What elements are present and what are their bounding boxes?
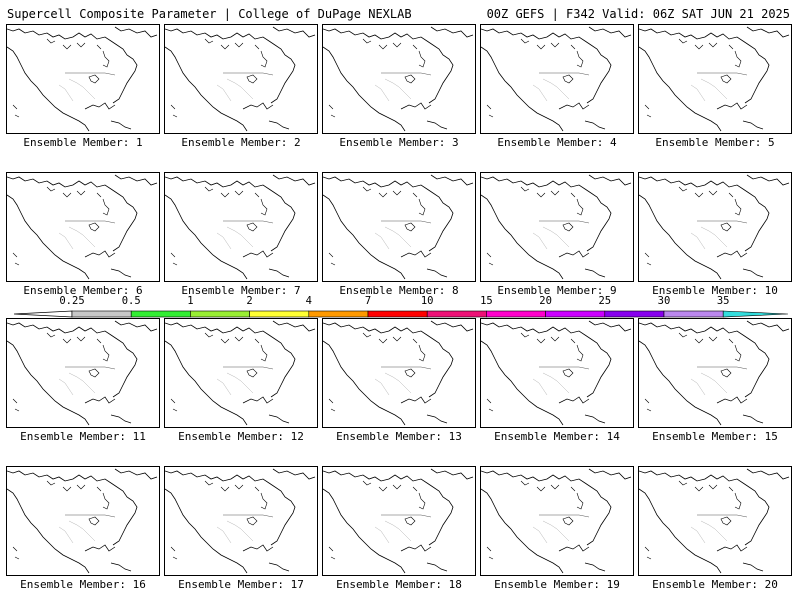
ensemble-member-label: Ensemble Member: 9: [497, 284, 617, 297]
ensemble-map: [480, 466, 634, 576]
ensemble-member-label: Ensemble Member: 13: [336, 430, 462, 443]
ensemble-member-label: Ensemble Member: 15: [652, 430, 778, 443]
colorbar-segment: [722, 310, 788, 318]
basemap-outline: [639, 26, 790, 132]
basemap-outline: [639, 320, 790, 426]
colorbar-tick-label: 10: [420, 295, 434, 307]
ensemble-member-label: Ensemble Member: 5: [655, 136, 775, 149]
colorbar-left-arrow: [14, 310, 73, 318]
ensemble-member-label: Ensemble Member: 14: [494, 430, 620, 443]
ensemble-member-label: Ensemble Member: 12: [178, 430, 304, 443]
ensemble-member-label: Ensemble Member: 2: [181, 136, 301, 149]
ensemble-member-label: Ensemble Member: 10: [652, 284, 778, 297]
ensemble-map: [322, 172, 476, 282]
ensemble-panel-grid: Ensemble Member: 1 Ensemble Member: 2 En…: [6, 24, 796, 594]
ensemble-member-label: Ensemble Member: 18: [336, 578, 462, 591]
ensemble-member-label: Ensemble Member: 3: [339, 136, 459, 149]
ensemble-map: [638, 24, 792, 134]
colorbar-segment: [71, 310, 132, 318]
ensemble-member-label: Ensemble Member: 17: [178, 578, 304, 591]
ensemble-member-label: Ensemble Member: 1: [23, 136, 143, 149]
basemap-outline: [639, 174, 790, 280]
ensemble-map: [480, 172, 634, 282]
basemap-outline: [481, 320, 632, 426]
ensemble-member-label: Ensemble Member: 16: [20, 578, 146, 591]
colorbar-tick-label: 4: [305, 295, 312, 307]
basemap-outline: [323, 320, 474, 426]
ensemble-map: [638, 172, 792, 282]
colorbar-segment: [367, 310, 428, 318]
basemap-outline: [7, 26, 158, 132]
ensemble-map: [6, 24, 160, 134]
basemap-outline: [165, 174, 316, 280]
ensemble-map: [6, 172, 160, 282]
colorbar-tick-label: 35: [716, 295, 730, 307]
ensemble-map: [638, 466, 792, 576]
colorbar-segment: [545, 310, 606, 318]
ensemble-map: [322, 24, 476, 134]
ensemble-member-label: Ensemble Member: 11: [20, 430, 146, 443]
colorbar-tick-label: 20: [539, 295, 552, 307]
colorbar-tick-label: 7: [364, 295, 372, 307]
basemap-outline: [165, 320, 316, 426]
ensemble-member-label: Ensemble Member: 19: [494, 578, 620, 591]
ensemble-member-label: Ensemble Member: 8: [339, 284, 459, 297]
colorbar-tick-label: 25: [598, 295, 612, 307]
ensemble-map: [6, 466, 160, 576]
colorbar-segment: [249, 310, 310, 318]
ensemble-map: [164, 172, 318, 282]
ensemble-map: [638, 318, 792, 428]
colorbar-svg: [14, 310, 788, 318]
ensemble-map: [6, 318, 160, 428]
basemap-outline: [481, 468, 632, 574]
colorbar-segment: [426, 310, 487, 318]
colorbar-tick-label: 30: [657, 295, 671, 307]
colorbar-tick-label: 0.25: [59, 295, 85, 307]
basemap-outline: [165, 26, 316, 132]
colorbar-segment: [130, 310, 191, 318]
ensemble-member-label: Ensemble Member: 4: [497, 136, 617, 149]
basemap-outline: [7, 174, 158, 280]
ensemble-member-label: Ensemble Member: 20: [652, 578, 778, 591]
basemap-outline: [481, 26, 632, 132]
ensemble-map: [480, 24, 634, 134]
ensemble-map: [322, 318, 476, 428]
colorbar-tick-label: 1: [187, 295, 194, 307]
ensemble-map: [164, 24, 318, 134]
colorbar-segment: [190, 310, 250, 318]
basemap-outline: [639, 468, 790, 574]
ensemble-map: [164, 318, 318, 428]
ensemble-map: [164, 466, 318, 576]
colorbar-tick-label: 2: [246, 295, 253, 307]
basemap-outline: [323, 174, 474, 280]
colorbar-segment: [308, 310, 369, 318]
page-title: Supercell Composite Parameter | College …: [7, 7, 412, 21]
colorbar-segment: [486, 310, 546, 318]
basemap-outline: [165, 468, 316, 574]
colorbar-tick-label: 15: [480, 295, 493, 307]
ensemble-member-label: Ensemble Member: 6: [23, 284, 143, 297]
colorbar-segment: [604, 310, 665, 318]
ensemble-map: [480, 318, 634, 428]
valid-time-label: 00Z GEFS | F342 Valid: 06Z SAT JUN 21 20…: [486, 7, 790, 21]
ensemble-map: [322, 466, 476, 576]
basemap-outline: [481, 174, 632, 280]
basemap-outline: [323, 468, 474, 574]
ensemble-member-label: Ensemble Member: 7: [181, 284, 301, 297]
basemap-outline: [323, 26, 474, 132]
colorbar-legend: 0.25 0.5 1 2 4 7 10 15 20 25 30 35: [14, 295, 788, 318]
colorbar-tick-label: 0.5: [121, 295, 141, 307]
basemap-outline: [7, 468, 158, 574]
colorbar-segment: [663, 310, 724, 318]
basemap-outline: [7, 320, 158, 426]
